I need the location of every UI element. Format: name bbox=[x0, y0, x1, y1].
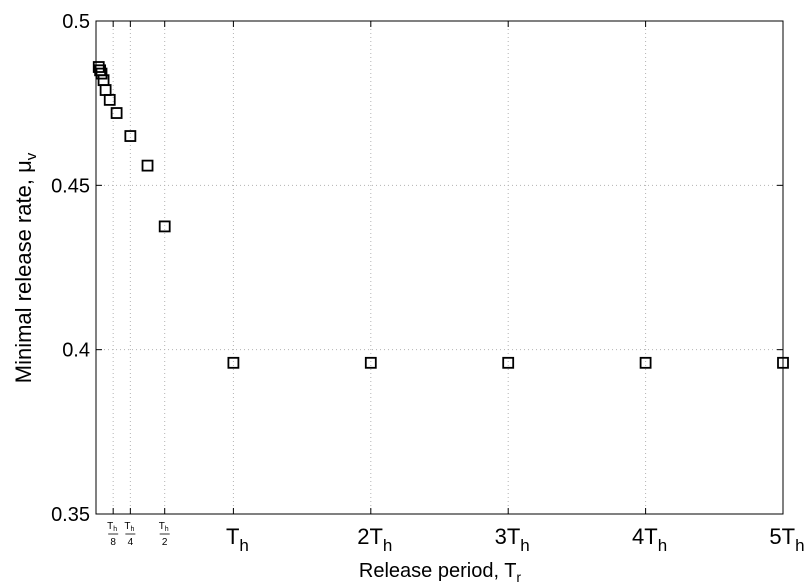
x-tick-label: Th 4 bbox=[124, 521, 136, 548]
svg-text:Th: Th bbox=[159, 521, 169, 533]
y-tick-label: 0.5 bbox=[62, 11, 90, 33]
svg-text:8: 8 bbox=[110, 537, 116, 548]
y-axis-ticks: 0.35 0.4 0.45 0.5 bbox=[51, 11, 783, 526]
y-tick-label: 0.4 bbox=[62, 340, 90, 362]
y-axis-label: Minimal release rate, μv bbox=[11, 152, 40, 383]
data-point bbox=[92, 61, 105, 73]
data-point bbox=[99, 84, 112, 96]
data-point bbox=[124, 130, 137, 142]
x-tick-label: 4Th bbox=[632, 524, 667, 555]
x-tick-label: 2Th bbox=[357, 524, 392, 555]
svg-text:Th: Th bbox=[124, 521, 134, 533]
data-points bbox=[92, 61, 789, 369]
plot-frame bbox=[95, 20, 784, 515]
data-point bbox=[141, 159, 154, 172]
data-point bbox=[95, 67, 108, 80]
data-point bbox=[639, 356, 652, 369]
svg-text:Th: Th bbox=[107, 521, 117, 533]
data-point bbox=[364, 356, 377, 369]
x-axis-label: Release period, Tr bbox=[359, 560, 522, 585]
data-point bbox=[227, 356, 240, 369]
x-tick-label: 5Th bbox=[769, 524, 804, 555]
y-tick-label: 0.35 bbox=[51, 504, 90, 526]
data-point bbox=[777, 356, 789, 369]
data-point bbox=[103, 93, 116, 106]
grid-lines bbox=[96, 21, 783, 514]
svg-text:2: 2 bbox=[162, 537, 168, 548]
data-point bbox=[110, 107, 123, 119]
x-tick-label: 3Th bbox=[495, 524, 530, 555]
data-point bbox=[502, 356, 515, 369]
svg-text:4: 4 bbox=[128, 537, 134, 548]
x-tick-label: Th 2 bbox=[159, 521, 170, 548]
data-point bbox=[158, 220, 171, 233]
x-tick-label: Th bbox=[226, 524, 249, 555]
y-tick-label: 0.45 bbox=[51, 175, 90, 197]
x-tick-label: Th 8 bbox=[107, 521, 119, 548]
